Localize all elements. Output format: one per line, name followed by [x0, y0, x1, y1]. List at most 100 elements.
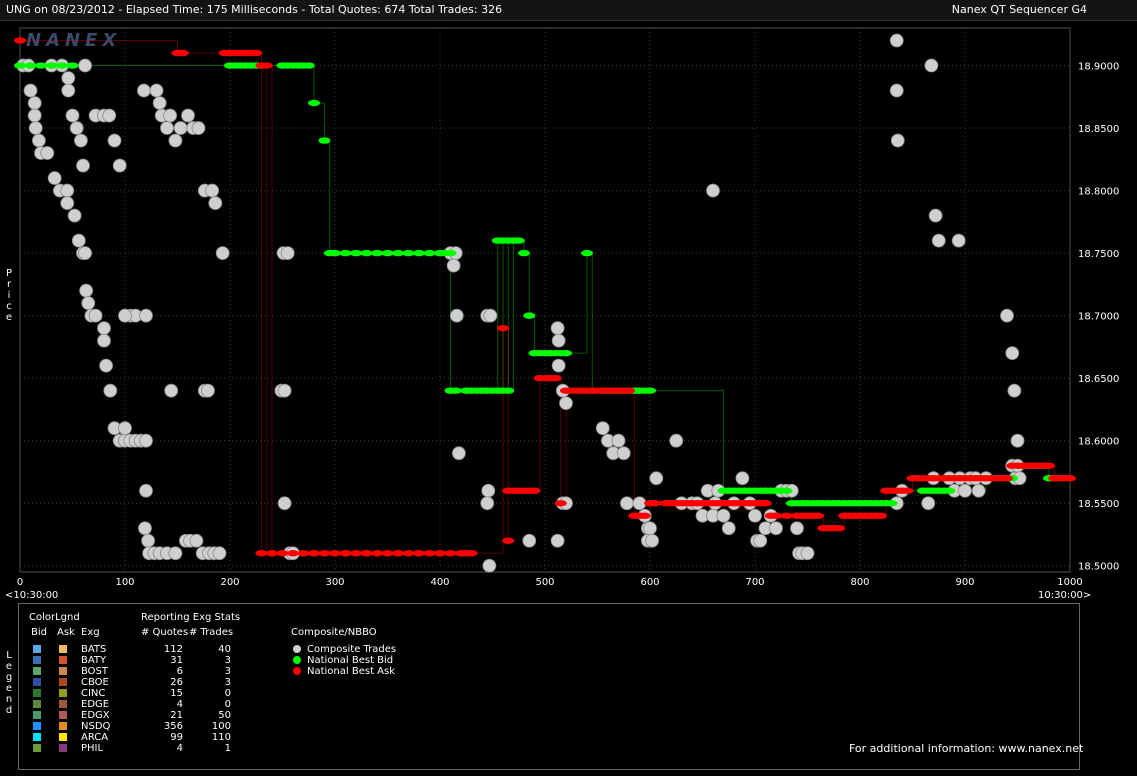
national-best-bid-point	[329, 249, 341, 257]
national-best-bid-point	[302, 62, 315, 69]
legend-side-char: e	[5, 661, 13, 672]
composite-trade-point	[451, 446, 466, 461]
composite-trade-point	[163, 108, 178, 123]
x-tick-label: 800	[850, 577, 869, 588]
national-best-ask-point	[276, 550, 289, 557]
chart-title: UNG on 08/23/2012 - Elapsed Time: 175 Mi…	[6, 3, 503, 16]
composite-trade-point	[446, 258, 461, 273]
composite-trade-point	[280, 246, 295, 261]
national-best-ask-point	[649, 500, 662, 507]
composite-trade-point	[139, 433, 153, 448]
x-tick-label: 0	[17, 577, 23, 588]
x-end-label: 10:30:00>	[1038, 590, 1091, 600]
composite-trade-point	[23, 83, 38, 98]
national-best-ask-point	[329, 550, 341, 557]
national-best-ask-point	[371, 550, 383, 557]
ask-color-swatch	[59, 667, 67, 675]
ask-color-swatch	[59, 678, 67, 686]
composite-trade-point	[481, 483, 496, 498]
composite-trade-point	[60, 183, 75, 198]
composite-trade-point	[1010, 433, 1025, 448]
x-tick-label: 600	[640, 577, 659, 588]
chart-area[interactable]: NANEX 0 100 200 300 400 500 600 700 800 900 1000 18.…	[0, 20, 1137, 600]
national-best-bid-point	[360, 249, 373, 257]
exchange-trades: 3	[224, 655, 231, 666]
composite-trade-point	[1007, 383, 1022, 398]
composite-trade-point	[951, 233, 966, 248]
composite-trade-point	[164, 383, 179, 398]
composite-trade-point	[27, 108, 42, 123]
price-chart[interactable]: NANEX 0 100 200 300 400 500 600 700 800 900 1000 18.…	[0, 20, 1137, 600]
national-best-bid-point	[423, 249, 436, 257]
legend-side-char: n	[5, 694, 13, 705]
composite-trade-point	[189, 533, 204, 548]
composite-trade-point	[40, 146, 55, 160]
exchange-name: CBOE	[81, 677, 109, 688]
national-best-ask-point	[318, 550, 331, 557]
composite-trade-point	[1005, 346, 1020, 361]
national-best-ask-point	[638, 512, 651, 519]
exchange-name: EDGE	[81, 699, 110, 710]
legend-exg-header: Exg	[81, 627, 100, 638]
composite-trade-point	[47, 171, 62, 185]
composite-trade-point	[103, 383, 118, 398]
national-best-bid-point	[66, 62, 79, 69]
bid-color-swatch	[33, 722, 41, 730]
composite-trade-point	[482, 558, 497, 573]
composite-trade-point	[748, 508, 762, 523]
composite-trade-point	[649, 471, 664, 486]
exchange-quotes: 112	[163, 644, 183, 655]
composite-trade-point	[551, 358, 566, 373]
ask-color-swatch	[59, 689, 67, 697]
composite-trade-point	[958, 483, 972, 498]
exchange-quotes: 26	[170, 677, 183, 688]
x-tick-label: 300	[325, 577, 344, 588]
exchange-trades: 100	[211, 721, 231, 732]
exchange-quotes: 31	[170, 655, 183, 666]
composite-trade-point	[753, 533, 768, 548]
composite-trade-point	[208, 196, 223, 210]
composite-trade-point	[118, 308, 132, 323]
national-best-bid-point	[24, 62, 37, 69]
national-best-bid-point	[523, 312, 536, 319]
exchange-name: NSDQ	[81, 721, 111, 732]
national-best-ask-point	[780, 512, 793, 519]
national-best-bid-point	[885, 500, 898, 507]
composite-trade-point	[67, 208, 82, 223]
ask-color-swatch	[59, 656, 67, 664]
composite-trade-point	[559, 396, 573, 411]
exchange-trades: 110	[211, 732, 231, 743]
composite-trade-point	[107, 133, 122, 148]
national-best-bid-point	[392, 249, 404, 257]
y-tick-label: 18.6500	[1078, 374, 1119, 385]
composite-trade-point	[32, 133, 46, 148]
national-best-ask-point	[465, 550, 478, 557]
composite-trade-point	[1000, 308, 1014, 323]
composite-trade-point	[277, 496, 292, 511]
composite-trade-point	[790, 521, 804, 536]
legend-side-char: g	[5, 672, 13, 683]
national-best-bid-point	[780, 487, 793, 494]
national-best-bid-point	[560, 349, 572, 357]
composite-trade-point	[65, 108, 80, 123]
composite-trade-point	[800, 546, 815, 561]
national-best-ask-point	[623, 387, 635, 394]
national-best-bid-point	[35, 62, 47, 69]
national-best-bid-point	[14, 62, 26, 69]
exchange-name: PHIL	[81, 743, 104, 754]
composite-trade-point	[181, 108, 195, 123]
composite-trade-point	[645, 533, 659, 548]
composite-nbbo-header: Composite/NBBO	[291, 627, 377, 638]
composite-trade-point	[112, 158, 127, 173]
composite-trade-point	[102, 108, 117, 123]
ask-color-swatch	[59, 744, 67, 752]
composite-trade-point	[79, 283, 94, 298]
national-best-bid-point	[402, 249, 415, 257]
national-best-bid-point	[449, 387, 462, 394]
bid-color-swatch	[33, 733, 41, 741]
exchange-quotes: 99	[170, 732, 183, 743]
exchange-name: CINC	[81, 688, 106, 699]
exchange-trades: 0	[224, 699, 231, 710]
y-axis-label-char: P	[5, 268, 13, 279]
footer-link[interactable]: For additional information: www.nanex.ne…	[849, 742, 1084, 755]
